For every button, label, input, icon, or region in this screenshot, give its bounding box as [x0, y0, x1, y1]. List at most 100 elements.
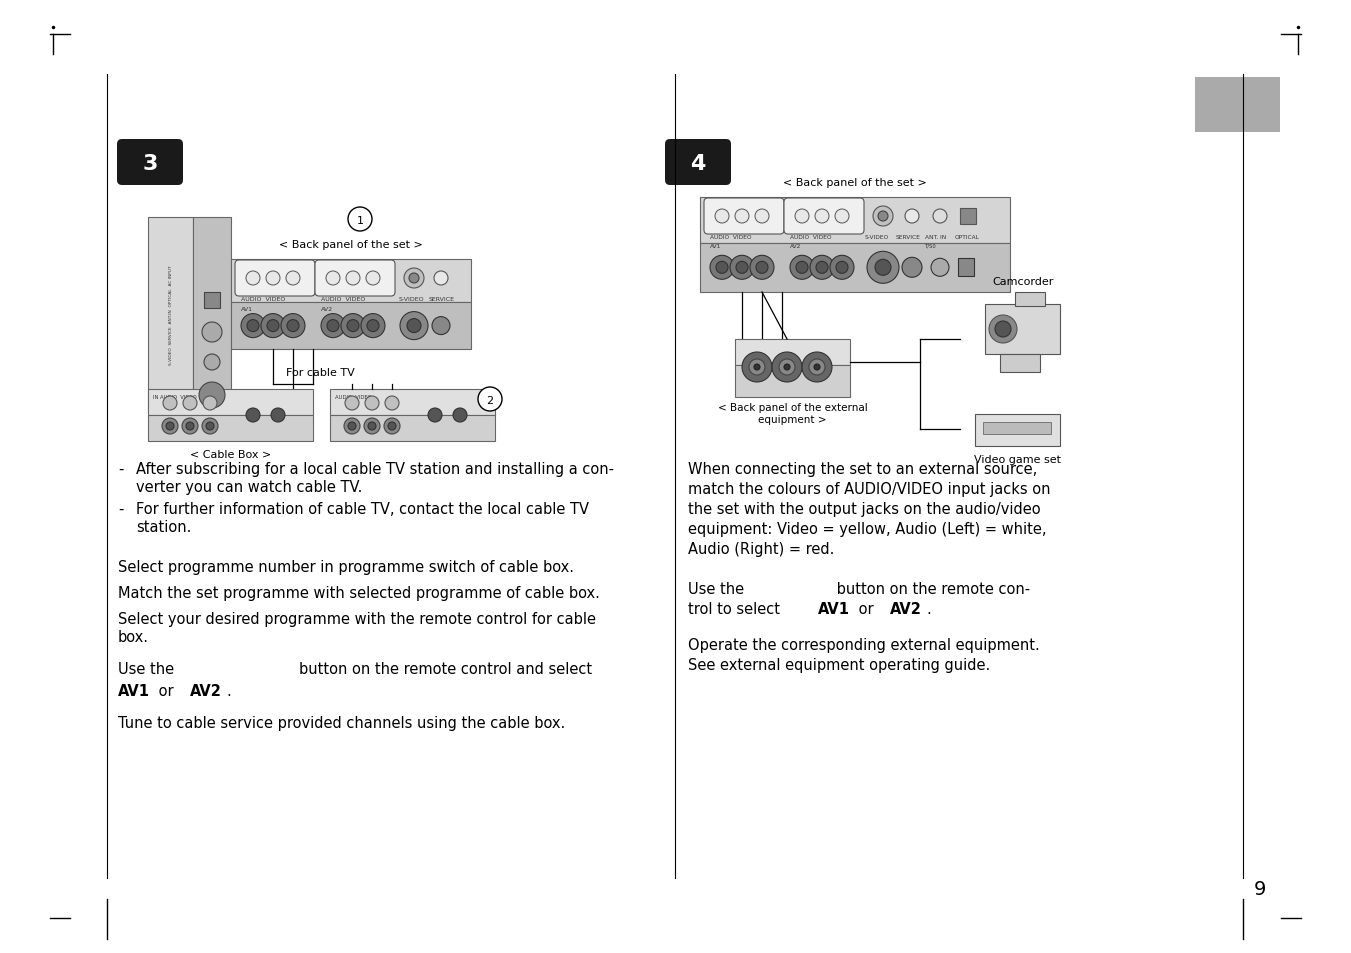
Bar [985, 305, 1061, 355]
Circle shape [409, 274, 419, 284]
Circle shape [802, 353, 832, 382]
Text: AUDIO  VIDEO: AUDIO VIDEO [322, 296, 365, 302]
Circle shape [711, 256, 734, 280]
Circle shape [322, 314, 345, 338]
Text: AV1: AV1 [118, 683, 150, 699]
Circle shape [931, 259, 948, 277]
Text: For cable TV: For cable TV [285, 368, 354, 377]
Circle shape [163, 396, 177, 411]
Circle shape [345, 418, 359, 435]
Bar [204, 293, 220, 309]
Text: T/S0: T/S0 [925, 244, 936, 249]
Circle shape [162, 418, 178, 435]
Bar [958, 259, 974, 277]
Circle shape [478, 388, 503, 412]
Bar [700, 243, 1011, 293]
Bar [193, 218, 231, 413]
Circle shape [407, 319, 422, 334]
Text: -: - [118, 461, 123, 476]
Circle shape [716, 262, 728, 274]
Bar [1000, 355, 1040, 373]
Circle shape [327, 320, 339, 333]
Text: .: . [925, 601, 931, 617]
Circle shape [755, 210, 769, 224]
FancyBboxPatch shape [784, 199, 865, 234]
Circle shape [836, 262, 848, 274]
Text: S-VIDEO  SERVICE  ANT.IN  OPTICAL  AC INPUT: S-VIDEO SERVICE ANT.IN OPTICAL AC INPUT [169, 265, 173, 365]
Circle shape [272, 409, 285, 422]
Text: See external equipment operating guide.: See external equipment operating guide. [688, 658, 990, 672]
Text: .: . [226, 683, 231, 699]
Bar [231, 303, 471, 350]
Text: Use the                    button on the remote con-: Use the button on the remote con- [688, 581, 1029, 597]
Circle shape [809, 359, 825, 375]
Text: < Cable Box >: < Cable Box > [190, 450, 272, 459]
Text: Operate the corresponding external equipment.: Operate the corresponding external equip… [688, 638, 1040, 652]
Circle shape [366, 272, 380, 286]
Circle shape [203, 323, 222, 343]
FancyBboxPatch shape [704, 199, 784, 234]
Text: 1: 1 [357, 215, 363, 226]
Text: or: or [854, 601, 878, 617]
Text: 3: 3 [142, 153, 158, 173]
Bar [1196, 78, 1279, 132]
Bar [149, 218, 193, 413]
Circle shape [811, 256, 834, 280]
Circle shape [246, 409, 259, 422]
Ellipse shape [266, 398, 290, 433]
Circle shape [326, 272, 340, 286]
Text: < Back panel of the external
equipment >: < Back panel of the external equipment > [717, 402, 867, 424]
Text: the set with the output jacks on the audio/video: the set with the output jacks on the aud… [688, 501, 1040, 517]
Circle shape [771, 353, 802, 382]
Text: or: or [154, 683, 178, 699]
Circle shape [730, 256, 754, 280]
Text: After subscribing for a local cable TV station and installing a con-: After subscribing for a local cable TV s… [136, 461, 613, 476]
Ellipse shape [240, 398, 265, 433]
Circle shape [428, 409, 442, 422]
Bar [984, 422, 1051, 435]
Circle shape [286, 320, 299, 333]
Circle shape [266, 272, 280, 286]
Circle shape [388, 422, 396, 431]
Circle shape [345, 396, 359, 411]
Circle shape [363, 418, 380, 435]
Bar [961, 209, 975, 225]
Text: S-VIDEO: S-VIDEO [399, 296, 424, 302]
Text: AV2: AV2 [190, 683, 222, 699]
Circle shape [365, 396, 380, 411]
Circle shape [796, 262, 808, 274]
Circle shape [205, 422, 213, 431]
Text: 4: 4 [690, 153, 705, 173]
Circle shape [246, 272, 259, 286]
Circle shape [385, 396, 399, 411]
Circle shape [815, 210, 830, 224]
Text: When connecting the set to an external source,: When connecting the set to an external s… [688, 461, 1038, 476]
Text: AUDIO  VIDEO: AUDIO VIDEO [790, 234, 831, 240]
Text: Tune to cable service provided channels using the cable box.: Tune to cable service provided channels … [118, 716, 565, 730]
Bar [735, 366, 850, 397]
Circle shape [286, 272, 300, 286]
Circle shape [247, 320, 259, 333]
Circle shape [780, 359, 794, 375]
Text: AV1: AV1 [240, 307, 253, 312]
Text: AV1: AV1 [817, 601, 850, 617]
Circle shape [453, 409, 467, 422]
Text: match the colours of AUDIO/VIDEO input jacks on: match the colours of AUDIO/VIDEO input j… [688, 481, 1051, 497]
Text: AUDIO  VIDEO: AUDIO VIDEO [335, 395, 372, 399]
Text: S-VIDEO: S-VIDEO [865, 234, 889, 240]
Circle shape [830, 256, 854, 280]
Text: Select your desired programme with the remote control for cable: Select your desired programme with the r… [118, 612, 596, 626]
Text: Audio (Right) = red.: Audio (Right) = red. [688, 541, 835, 557]
Circle shape [432, 317, 450, 335]
Ellipse shape [203, 239, 222, 267]
Circle shape [989, 315, 1017, 344]
Circle shape [261, 314, 285, 338]
Text: AV2: AV2 [790, 244, 801, 249]
Circle shape [735, 210, 748, 224]
Text: 9: 9 [1254, 880, 1266, 899]
Circle shape [182, 418, 199, 435]
Bar [330, 416, 494, 441]
FancyBboxPatch shape [665, 140, 731, 186]
Circle shape [347, 320, 359, 333]
Circle shape [784, 365, 790, 371]
